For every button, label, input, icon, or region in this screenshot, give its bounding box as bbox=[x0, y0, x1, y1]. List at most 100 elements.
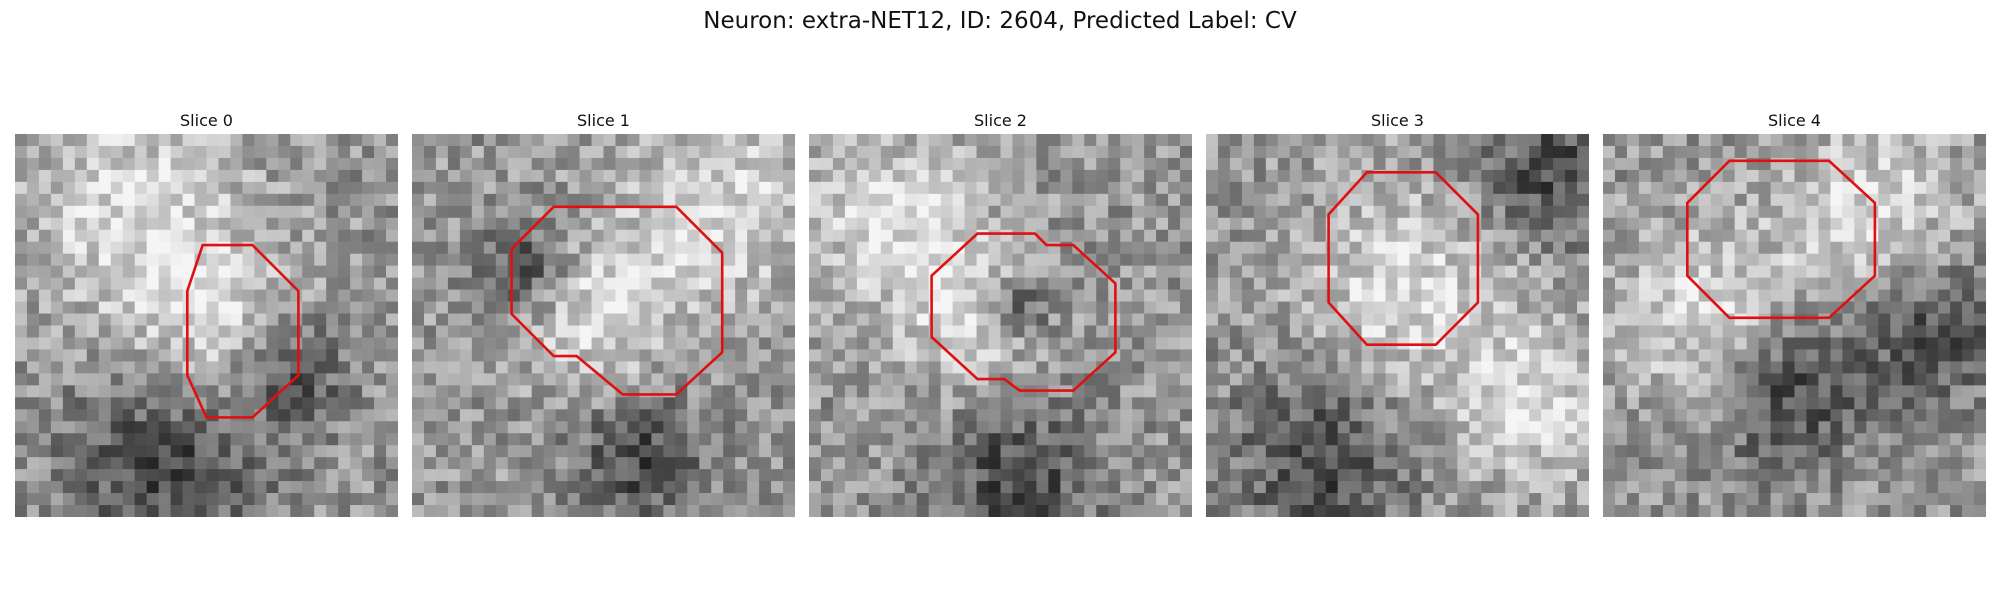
pixel-block bbox=[1638, 289, 1652, 303]
pixel-block bbox=[1277, 193, 1291, 207]
pixel-block bbox=[1890, 277, 1903, 291]
pixel-block bbox=[1289, 157, 1303, 171]
pixel-block bbox=[15, 421, 28, 434]
pixel-block bbox=[543, 265, 557, 279]
pixel-block bbox=[1938, 409, 1951, 422]
pixel-block bbox=[170, 265, 184, 279]
pixel-block bbox=[266, 134, 279, 147]
pixel-block bbox=[1517, 397, 1530, 410]
pixel-block bbox=[976, 421, 990, 434]
pixel-block bbox=[194, 361, 208, 374]
pixel-block bbox=[759, 241, 772, 255]
pixel-block bbox=[892, 349, 906, 363]
pixel-block bbox=[1120, 169, 1133, 183]
pixel-block bbox=[1794, 265, 1808, 279]
pixel-block bbox=[1734, 421, 1748, 434]
pixel-block bbox=[555, 145, 569, 159]
pixel-block bbox=[1156, 217, 1169, 231]
pixel-block bbox=[338, 337, 351, 351]
pixel-block bbox=[74, 145, 88, 159]
pixel-block bbox=[435, 229, 449, 243]
pixel-block bbox=[651, 157, 664, 171]
pixel-block bbox=[447, 157, 461, 171]
pixel-block bbox=[1337, 157, 1351, 171]
pixel-block bbox=[1156, 409, 1169, 422]
pixel-block bbox=[940, 157, 954, 171]
pixel-block bbox=[675, 397, 688, 410]
pixel-block bbox=[459, 481, 473, 494]
pixel-block bbox=[844, 241, 858, 255]
pixel-block bbox=[1493, 445, 1506, 458]
pixel-block bbox=[1541, 373, 1554, 386]
pixel-block bbox=[1493, 433, 1506, 446]
pixel-block bbox=[1253, 397, 1267, 410]
pixel-block bbox=[1541, 229, 1554, 243]
pixel-block bbox=[1603, 445, 1616, 458]
pixel-block bbox=[1517, 325, 1530, 339]
pixel-block bbox=[1541, 217, 1554, 231]
pixel-block bbox=[38, 205, 52, 219]
pixel-block bbox=[423, 373, 437, 386]
pixel-block bbox=[1144, 157, 1157, 171]
pixel-block bbox=[1794, 277, 1808, 291]
pixel-block bbox=[412, 385, 425, 398]
pixel-block bbox=[122, 217, 136, 231]
pixel-block bbox=[122, 397, 136, 410]
pixel-block bbox=[1445, 253, 1458, 267]
pixel-block bbox=[1493, 229, 1506, 243]
pixel-block bbox=[1241, 505, 1255, 517]
pixel-block bbox=[459, 385, 473, 398]
pixel-block bbox=[856, 205, 870, 219]
pixel-block bbox=[543, 181, 557, 195]
pixel-block bbox=[1878, 361, 1891, 374]
pixel-block bbox=[1710, 445, 1724, 458]
pixel-block bbox=[1096, 181, 1109, 195]
pixel-block bbox=[1890, 433, 1903, 446]
pixel-block bbox=[988, 265, 1002, 279]
pixel-block bbox=[1710, 349, 1724, 363]
pixel-block bbox=[723, 253, 736, 267]
pixel-block bbox=[1048, 277, 1061, 291]
pixel-block bbox=[1565, 457, 1578, 470]
pixel-block bbox=[495, 505, 509, 517]
pixel-block bbox=[1229, 397, 1243, 410]
pixel-block bbox=[326, 193, 339, 207]
pixel-block bbox=[1493, 253, 1506, 267]
pixel-block bbox=[892, 145, 906, 159]
pixel-block bbox=[1206, 373, 1219, 386]
pixel-block bbox=[1301, 145, 1315, 159]
pixel-block bbox=[1120, 469, 1133, 482]
pixel-block bbox=[122, 289, 136, 303]
pixel-block bbox=[1433, 313, 1446, 327]
pixel-block bbox=[1830, 217, 1843, 231]
pixel-block bbox=[988, 385, 1002, 398]
pixel-block bbox=[543, 241, 557, 255]
pixel-block bbox=[988, 301, 1002, 315]
pixel-block bbox=[194, 493, 208, 506]
pixel-block bbox=[1409, 325, 1423, 339]
pixel-block bbox=[832, 313, 846, 327]
pixel-block bbox=[1529, 157, 1542, 171]
pixel-block bbox=[278, 361, 291, 374]
pixel-block bbox=[362, 145, 375, 159]
pixel-block bbox=[1950, 301, 1963, 315]
pixel-block bbox=[338, 169, 351, 183]
pixel-block bbox=[1325, 181, 1339, 195]
pixel-block bbox=[711, 433, 724, 446]
pixel-block bbox=[38, 349, 52, 363]
pixel-block bbox=[711, 181, 724, 195]
pixel-block bbox=[26, 373, 40, 386]
pixel-block bbox=[1603, 217, 1616, 231]
pixel-block bbox=[206, 373, 220, 386]
pixel-block bbox=[350, 505, 363, 517]
pixel-block bbox=[1794, 253, 1808, 267]
pixel-block bbox=[1265, 169, 1279, 183]
pixel-block bbox=[952, 457, 966, 470]
pixel-block bbox=[1746, 301, 1760, 315]
pixel-block bbox=[1469, 481, 1482, 494]
pixel-block bbox=[1036, 277, 1049, 291]
pixel-block bbox=[1926, 193, 1939, 207]
pixel-block bbox=[1096, 337, 1109, 351]
pixel-block bbox=[483, 385, 497, 398]
pixel-block bbox=[1722, 217, 1736, 231]
